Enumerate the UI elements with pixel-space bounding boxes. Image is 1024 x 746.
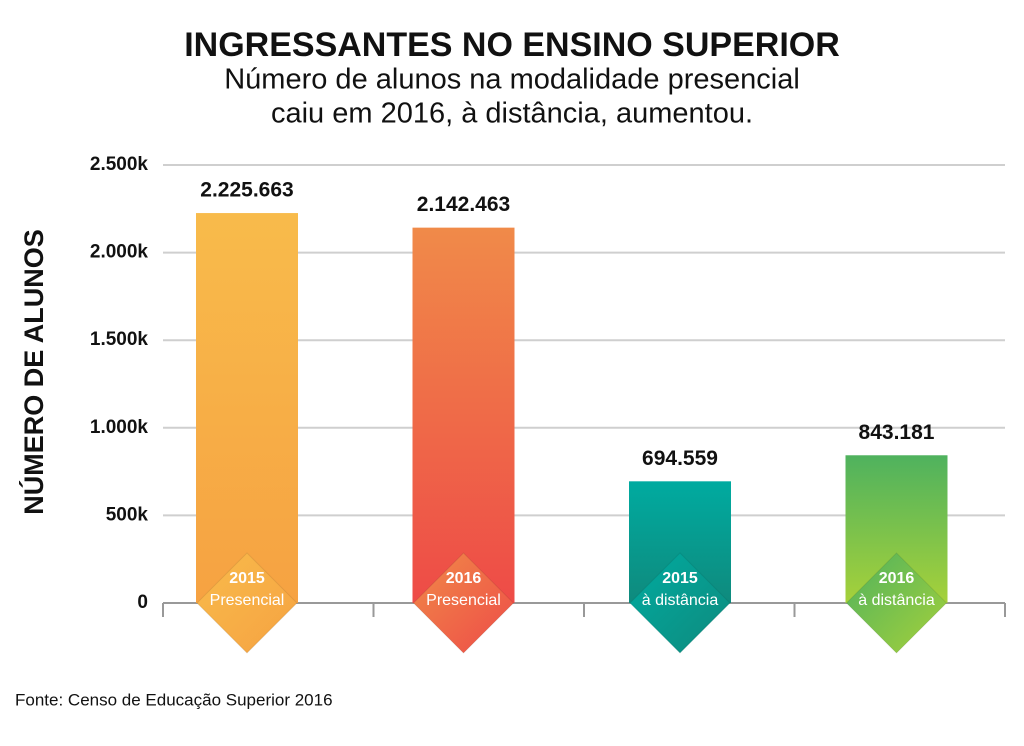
category-diamond — [845, 552, 948, 654]
chart-title: INGRESSANTES NO ENSINO SUPERIOR — [184, 26, 840, 64]
bar — [412, 227, 515, 603]
chart-subtitle: Número de alunos na modalidade presencia… — [224, 64, 800, 96]
category-year: 2016 — [446, 570, 482, 587]
category-diamond — [629, 552, 731, 654]
value-label: 694.559 — [642, 447, 718, 470]
category-year: 2016 — [879, 570, 915, 587]
category-mode: à distância — [858, 592, 935, 609]
y-tick-label: 500k — [106, 504, 149, 525]
y-tick-label: 0 — [137, 592, 148, 613]
y-axis-label: NÚMERO DE ALUNOS — [18, 229, 49, 515]
value-label: 2.225.663 — [200, 179, 293, 202]
value-label: 843.181 — [859, 421, 935, 444]
chart-subtitle: caiu em 2016, à distância, aumentou. — [271, 98, 753, 130]
bar — [196, 213, 298, 603]
category-diamond — [196, 552, 298, 654]
category-mode: Presencial — [210, 592, 285, 609]
category-diamond — [412, 552, 515, 654]
category-year: 2015 — [662, 570, 698, 587]
y-tick-label: 2.000k — [90, 242, 149, 263]
category-year: 2015 — [229, 570, 265, 587]
source: Fonte: Censo de Educação Superior 2016 — [15, 690, 333, 709]
y-tick-label: 1.500k — [90, 329, 149, 350]
y-tick-label: 2.500k — [90, 154, 149, 175]
y-tick-label: 1.000k — [90, 417, 149, 438]
category-mode: à distância — [642, 592, 719, 609]
category-mode: Presencial — [426, 592, 501, 609]
value-label: 2.142.463 — [417, 193, 510, 216]
